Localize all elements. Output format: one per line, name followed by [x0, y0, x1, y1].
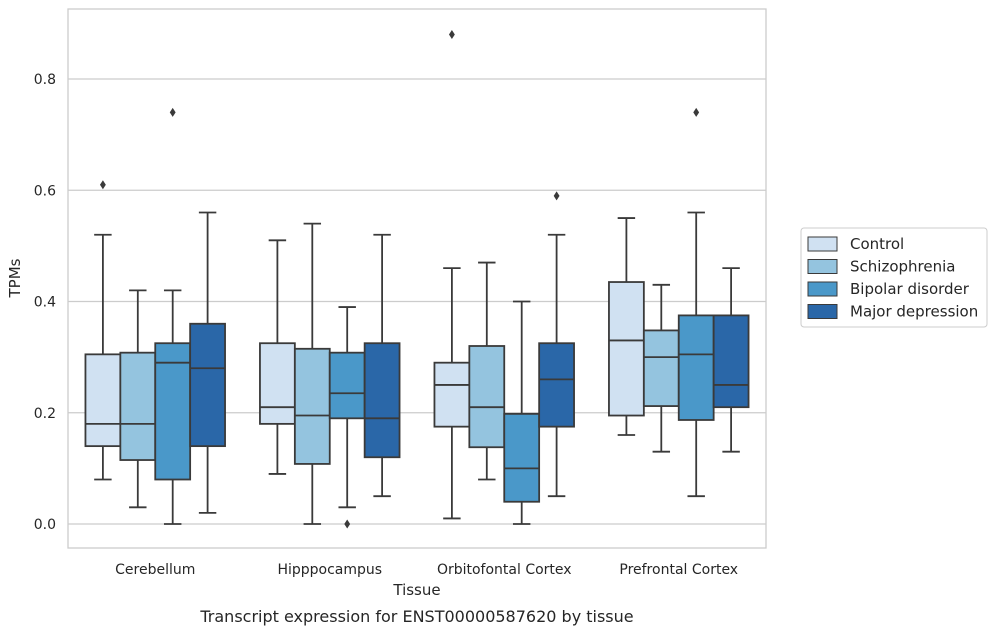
plot-frame: [67, 8, 767, 549]
x-tick-label: Hipppocampus: [277, 562, 382, 578]
y-tick-label: 0.0: [34, 517, 56, 533]
outlier-marker: [448, 30, 455, 39]
box-iqr: [363, 342, 401, 459]
y-tick-labels: 0.0 0.2 0.4 0.6 0.8: [34, 72, 56, 533]
y-axis-label: TPMs: [6, 258, 24, 298]
legend-swatch: [807, 236, 838, 252]
x-tick-label: Prefrontal Cortex: [619, 562, 738, 578]
box-iqr: [433, 361, 471, 428]
box-iqr: [677, 314, 715, 421]
outlier-marker: [99, 180, 106, 190]
x-axis-label: Tissue: [392, 581, 440, 599]
box-group: [468, 261, 506, 481]
box-group: [119, 289, 157, 509]
legend-swatch: [807, 281, 838, 297]
box-group: [642, 283, 680, 453]
box-group: [712, 267, 750, 453]
box-group: [189, 211, 226, 514]
y-tick-label: 0.4: [34, 295, 56, 311]
box-iqr: [293, 347, 331, 465]
box-iqr: [503, 412, 541, 503]
x-tick-label: Cerebellum: [115, 562, 195, 578]
outlier-marker: [693, 107, 700, 117]
boxes: [84, 30, 750, 529]
box-iqr: [259, 342, 296, 425]
box-group: [84, 180, 122, 481]
box-iqr: [84, 353, 122, 448]
legend-label: Control: [850, 235, 904, 253]
box-group: [154, 107, 192, 525]
box-group: [328, 306, 366, 529]
y-tick-label: 0.2: [34, 406, 56, 422]
legend-label: Bipolar disorder: [850, 280, 970, 298]
box-iqr: [119, 351, 157, 461]
legend-swatch: [807, 259, 838, 274]
x-tick-label: Orbitofontal Cortex: [437, 562, 572, 578]
box-iqr: [642, 329, 680, 407]
box-group: [608, 217, 645, 436]
box-iqr: [608, 281, 645, 417]
legend-label: Major depression: [850, 303, 978, 321]
chart-caption: Transcript expression for ENST0000058762…: [199, 607, 633, 626]
box-iqr: [189, 322, 226, 448]
outlier-marker: [553, 191, 560, 201]
legend: Control Schizophrenia Bipolar disorder Majo…: [800, 227, 988, 328]
box-iqr: [712, 314, 750, 409]
box-iqr: [328, 351, 366, 420]
box-group: [259, 239, 296, 475]
box-group: [677, 107, 715, 498]
box-iqr: [154, 342, 192, 481]
outlier-marker: [169, 107, 176, 117]
box-group: [363, 233, 401, 498]
box-group: [538, 191, 575, 498]
outlier-marker: [344, 519, 351, 529]
box-group: [433, 30, 471, 520]
box-group: [293, 222, 331, 525]
legend-swatch: [807, 304, 838, 319]
y-tick-label: 0.6: [34, 183, 56, 199]
x-tick-labels: Cerebellum Hipppocampus Orbitofontal Corte…: [115, 562, 738, 578]
box-iqr: [538, 342, 575, 428]
legend-label: Schizophrenia: [850, 258, 955, 276]
box-iqr: [468, 345, 506, 449]
box-group: [503, 300, 541, 525]
legend-frame: [800, 227, 988, 328]
y-tick-label: 0.8: [34, 72, 56, 88]
